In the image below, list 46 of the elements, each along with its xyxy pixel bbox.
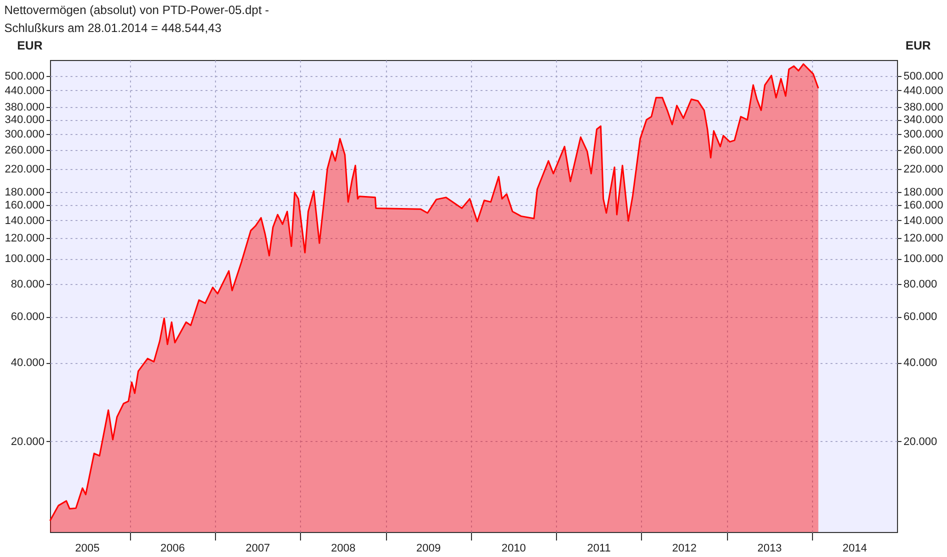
text: 120.000 (4, 232, 44, 244)
x-tick-label: 2007 (246, 542, 270, 554)
y-tick-label: 440.000 (904, 84, 944, 97)
x-tick-label: 2011 (587, 542, 611, 554)
y-tick-label: 80.000 (904, 278, 938, 290)
text: 100.000 (4, 253, 44, 266)
y-tick-label: 180.000 (904, 186, 944, 198)
y-tick-label: 140.000 (904, 214, 944, 227)
text: 380.000 (4, 102, 44, 114)
chart-subtitle: Schlußkurs am 28.01.2014 = 448.544,43 (4, 21, 222, 35)
y-tick-label: 100.000 (904, 253, 944, 266)
y-tick-label: 60.000 (904, 311, 938, 324)
x-tick-label: 2014 (842, 542, 868, 554)
x-tick-label: 2009 (416, 542, 441, 554)
y-tick-label: 500.000 (904, 70, 944, 82)
text: 260.000 (4, 144, 44, 157)
text: 180.000 (4, 186, 44, 198)
text: EUR (906, 38, 931, 52)
text: 220.000 (4, 164, 44, 176)
text: 340.000 (4, 114, 44, 126)
y-tick-label: 160.000 (904, 200, 944, 212)
text: 300.000 (4, 128, 44, 140)
x-tick-label: 2005 (75, 542, 100, 554)
y-tick-label: 380.000 (904, 102, 944, 114)
x-tick-label: 2010 (501, 542, 526, 554)
x-tick-label: 2006 (160, 542, 185, 554)
text: 60.000 (10, 311, 44, 324)
text: 80.000 (10, 278, 44, 290)
text: 160.000 (4, 200, 44, 212)
text: 440.000 (4, 84, 44, 97)
text: 20.000 (10, 436, 44, 448)
chart-title: Nettovermögen (absolut) von PTD-Power-05.dpt - (4, 3, 270, 17)
y-tick-label: 260.000 (904, 144, 944, 157)
x-tick-label: 2013 (757, 542, 782, 554)
x-tick-label: 2008 (331, 542, 356, 554)
text: 40.000 (10, 357, 44, 370)
y-tick-label: 340.000 (904, 114, 944, 126)
y-axis-title: EUR (17, 38, 43, 52)
y-tick-label: 20.000 (904, 436, 938, 448)
y-tick-label: 220.000 (904, 164, 944, 176)
y-tick-label: 120.000 (904, 232, 944, 244)
y-tick-label: 40.000 (904, 357, 938, 370)
text: 500.000 (4, 70, 44, 82)
x-tick-label: 2012 (672, 542, 697, 554)
text: 140.000 (4, 214, 44, 227)
y-tick-label: 300.000 (904, 128, 944, 140)
